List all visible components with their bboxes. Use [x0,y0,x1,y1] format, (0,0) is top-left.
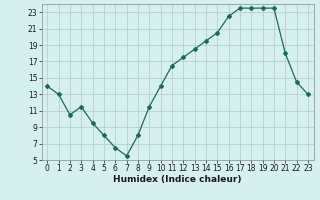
X-axis label: Humidex (Indice chaleur): Humidex (Indice chaleur) [113,175,242,184]
